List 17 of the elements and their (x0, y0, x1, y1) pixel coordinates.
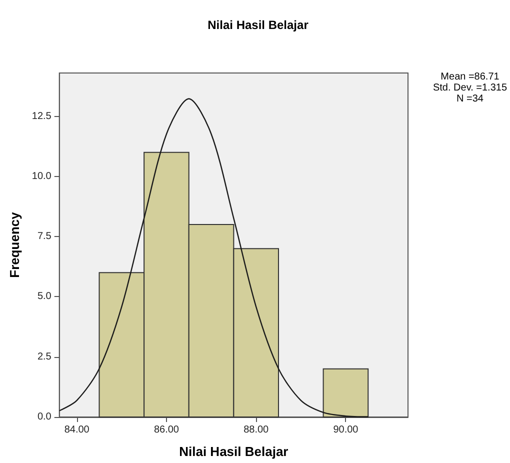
y-tick-label: 2.5 (37, 351, 52, 362)
text: Mean =86.71 (440, 72, 500, 82)
y-tick-label: 5.0 (37, 291, 52, 302)
y-tick-label: 7.5 (37, 231, 52, 242)
x-axis-title: Nilai Hasil Belajar (179, 444, 288, 459)
x-tick-label: 90.00 (333, 424, 359, 436)
x-tick-label: 84.00 (64, 424, 90, 436)
y-tick-label: 10.0 (32, 170, 52, 182)
y-axis-title: Frequency (7, 211, 22, 278)
text: N =34 (456, 94, 484, 104)
x-tick-label: 88.00 (244, 424, 270, 436)
y-tick-label: 0.0 (37, 412, 52, 422)
x-tick-label: 86.00 (154, 424, 180, 436)
line-series (58, 98, 369, 418)
y-tick-label: 12.5 (32, 110, 52, 122)
chart-title: Nilai Hasil Belajar (208, 18, 309, 32)
text: Std. Dev. =1.315 (432, 82, 508, 94)
